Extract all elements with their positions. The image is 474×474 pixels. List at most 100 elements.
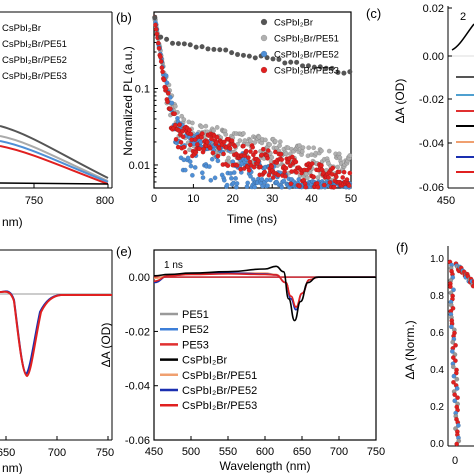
b-point <box>328 180 332 184</box>
b-point <box>265 184 269 188</box>
b-point <box>263 138 267 142</box>
b-ytick-label: 0.1 <box>135 83 150 95</box>
panel-b-ylabel: Normalized PL (a.u.) <box>121 46 135 156</box>
b-point <box>160 70 164 74</box>
b-point <box>200 171 204 175</box>
b-point <box>162 78 166 82</box>
b-point <box>188 42 193 47</box>
b-point <box>225 183 229 187</box>
b-point <box>164 37 169 42</box>
b-point <box>224 132 228 136</box>
b-point <box>347 69 352 74</box>
panel-a-curve-baseline <box>0 183 108 184</box>
b-point <box>183 168 187 172</box>
b-point <box>319 163 323 167</box>
b-point <box>168 107 172 111</box>
panel-f-ytick-label: 0.0 <box>430 439 444 450</box>
b-point <box>348 153 352 157</box>
b-point <box>200 131 204 135</box>
b-point <box>279 152 283 156</box>
panel-f-label: (f) <box>396 240 408 255</box>
b-point <box>326 175 330 179</box>
b-point <box>216 154 220 158</box>
b-point <box>235 52 240 57</box>
b-point <box>247 54 252 59</box>
panel-a-xlabel-tail: nm) <box>2 215 23 229</box>
b-point <box>345 177 349 181</box>
b-point <box>284 166 288 170</box>
b-point <box>197 147 201 151</box>
b-point <box>200 44 205 49</box>
panel-d-curve-0 <box>0 291 112 374</box>
b-point <box>189 132 193 136</box>
panel-c-xtick-label: 450 <box>437 195 455 207</box>
e-xtick-label: 500 <box>182 446 200 458</box>
panel-c-inner-text: 2 <box>460 11 466 23</box>
panel-c-ytick-label: -0.04 <box>419 138 444 150</box>
e-legend-label: CsPbI₂Br/PE51 <box>182 370 257 382</box>
e-xtick-label: 600 <box>256 446 274 458</box>
b-point <box>278 140 282 144</box>
b-point <box>270 155 274 159</box>
panel-c-curve <box>452 24 474 50</box>
b-point <box>217 146 221 150</box>
e-xtick-label: 650 <box>293 446 311 458</box>
b-point <box>241 131 245 135</box>
b-point <box>253 55 258 60</box>
b-point <box>306 146 310 150</box>
panel-a-curve-2 <box>0 141 108 182</box>
b-legend-marker <box>261 19 267 25</box>
b-point <box>244 149 248 153</box>
b-point <box>223 48 228 53</box>
b-point <box>157 46 161 50</box>
panel-d-curve-1 <box>0 292 112 376</box>
b-point <box>311 175 315 179</box>
e-legend-label: CsPbI₂Br <box>182 355 228 367</box>
b-point <box>226 156 230 160</box>
legend-a-3: CsPbI₂Br/PE53 <box>2 71 67 82</box>
b-ytick-label: 0.01 <box>129 160 150 172</box>
b-legend-marker <box>261 67 267 73</box>
b-point <box>337 170 341 174</box>
b-point <box>215 125 219 129</box>
panel-f-ytick-label: 0.6 <box>430 328 444 339</box>
b-point <box>342 170 346 174</box>
panel-f: (f) ΔA (Norm.) 1.0 0.8 0.6 0.4 0.2 0.0 0 <box>396 240 474 467</box>
e-legend-label: PE52 <box>182 324 209 336</box>
b-legend-label: CsPbI₂Br/PE53 <box>274 66 339 77</box>
b-point <box>284 152 288 156</box>
b-point <box>253 150 257 154</box>
b-point <box>261 147 265 151</box>
b-point <box>217 47 222 52</box>
b-point <box>229 50 234 55</box>
panel-e: (e) 1 ns ΔA (OD) Wavelength (nm) 450 500 5… <box>99 244 385 473</box>
b-point <box>294 170 298 174</box>
b-point <box>173 123 177 127</box>
panel-a-xtick-label: 800 <box>96 195 114 207</box>
b-point <box>206 46 211 51</box>
b-point <box>189 164 193 168</box>
b-point <box>195 142 199 146</box>
b-point <box>248 139 252 143</box>
b-point <box>316 185 320 189</box>
b-point <box>347 183 351 187</box>
b-point <box>276 173 280 177</box>
b-point <box>173 104 177 108</box>
panel-d-xlabel-tail: nm) <box>2 461 23 474</box>
b-point <box>213 176 217 180</box>
b-point <box>253 185 257 189</box>
b-point <box>294 160 298 164</box>
b-point <box>166 91 170 95</box>
b-point <box>266 148 270 152</box>
b-point <box>336 165 340 169</box>
b-point <box>289 182 293 186</box>
panel-e-label: (e) <box>116 244 132 259</box>
b-point <box>170 101 174 105</box>
panel-f-ytick-label: 0.8 <box>430 291 444 302</box>
panel-a-curve-0 <box>0 126 108 178</box>
panel-f-ytick-label: 1.0 <box>430 254 444 265</box>
e-ytick-label: -0.06 <box>125 435 150 447</box>
b-point <box>208 146 212 150</box>
b-point <box>165 100 169 104</box>
